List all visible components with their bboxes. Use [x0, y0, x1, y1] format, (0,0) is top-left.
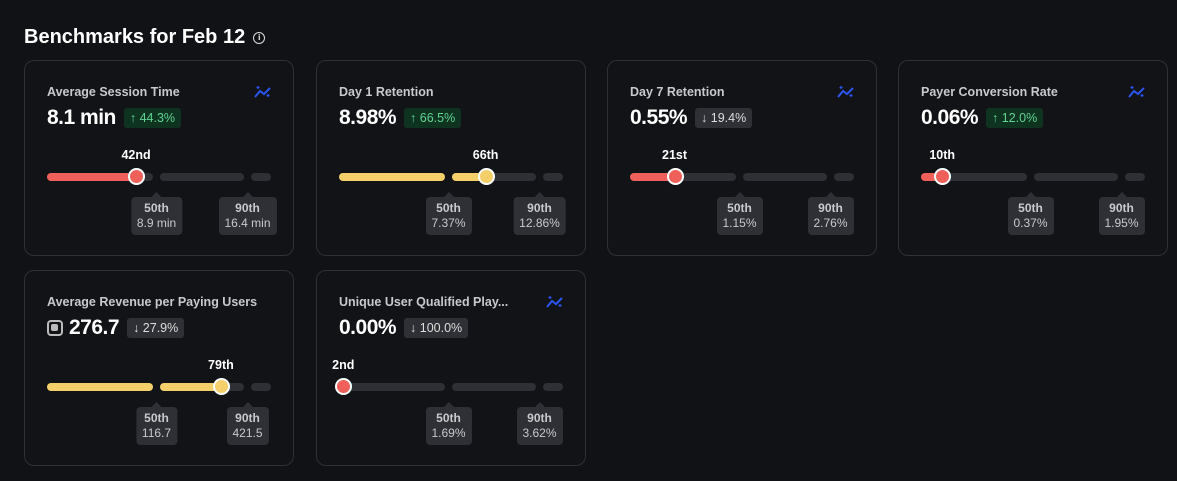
p50-tooltip: 50th 1.15%	[716, 192, 763, 235]
p50-tooltip: 50th 7.37%	[425, 192, 472, 235]
change-badge: ↑ 12.0%	[986, 108, 1044, 128]
p90-tooltip: 90th 3.62%	[516, 402, 563, 445]
metric-value: 0.00%	[339, 316, 397, 339]
p90-tooltip: 90th 2.76%	[807, 192, 854, 235]
bar-segment-90-100	[251, 383, 271, 391]
bar-segment-90-100	[251, 173, 271, 181]
bar-fill	[339, 173, 445, 181]
percentile-label: 42nd	[121, 148, 151, 162]
p90-value: 12.86%	[519, 216, 560, 230]
trend-sparkle-icon[interactable]	[546, 295, 564, 309]
p90-value: 421.5	[232, 426, 263, 440]
metric-value: 8.98%	[339, 106, 397, 129]
p50-label: 50th	[436, 201, 461, 215]
p90-label: 90th	[527, 201, 552, 215]
benchmark-card[interactable]: Average Session Time 8.1 min ↑ 44.3% 42n…	[24, 60, 294, 256]
p90-label: 90th	[235, 411, 260, 425]
benchmark-card[interactable]: Day 1 Retention 8.98% ↑ 66.5% 66th 50th 7…	[316, 60, 586, 256]
bar-fill	[921, 173, 943, 181]
p50-tooltip: 50th 8.9 min	[130, 192, 183, 235]
p90-tooltip: 90th 1.95%	[1098, 192, 1145, 235]
percentile-marker[interactable]	[477, 168, 495, 185]
metric-value: 0.55%	[630, 106, 688, 129]
bar-fill	[630, 173, 675, 181]
bar-segment-50-90	[743, 173, 827, 181]
bar-fill	[160, 383, 221, 391]
p90-value: 2.76%	[813, 216, 848, 230]
p50-label: 50th	[1018, 201, 1043, 215]
card-title: Average Revenue per Paying Users	[47, 295, 258, 309]
robux-icon	[47, 320, 63, 336]
p90-label: 90th	[235, 201, 260, 215]
percentile-label: 21st	[662, 148, 688, 162]
bar-segment-50-90	[160, 173, 244, 181]
bar-segment-50-90	[1034, 173, 1118, 181]
p90-value: 3.62%	[522, 426, 557, 440]
p50-label: 50th	[727, 201, 752, 215]
percentile-marker[interactable]	[335, 378, 353, 395]
p90-tooltip: 90th 16.4 min	[218, 192, 277, 235]
p50-tooltip: 50th 116.7	[135, 402, 178, 445]
percentile-marker[interactable]	[666, 168, 684, 185]
metric-value: 276.7	[69, 316, 120, 339]
p90-label: 90th	[818, 201, 843, 215]
trend-sparkle-icon[interactable]	[837, 85, 855, 99]
card-title: Unique User Qualified Play...	[339, 295, 509, 309]
bar-fill	[452, 173, 486, 181]
percentile-marker[interactable]	[212, 378, 230, 395]
p50-value: 1.15%	[722, 216, 757, 230]
p90-label: 90th	[527, 411, 552, 425]
bar-segment-90-100	[543, 173, 563, 181]
percentile-label: 10th	[929, 148, 956, 162]
bar-segment-0-50	[339, 383, 445, 391]
p90-value: 1.95%	[1104, 216, 1139, 230]
p50-label: 50th	[144, 201, 169, 215]
p50-value: 0.37%	[1013, 216, 1048, 230]
p50-tooltip: 50th 0.37%	[1007, 192, 1054, 235]
change-badge: ↓ 100.0%	[404, 318, 469, 338]
p50-label: 50th	[436, 411, 461, 425]
p50-tooltip: 50th 1.69%	[425, 402, 472, 445]
bar-segment-50-90	[452, 383, 536, 391]
page-title-text: Benchmarks for Feb 12	[24, 26, 246, 48]
benchmark-card[interactable]: Average Revenue per Paying Users 276.7 ↓…	[24, 270, 294, 466]
p90-value: 16.4 min	[224, 216, 271, 230]
p50-value: 1.69%	[431, 426, 466, 440]
change-badge: ↑ 44.3%	[123, 108, 182, 128]
p50-value: 8.9 min	[136, 216, 177, 230]
p90-tooltip: 90th 421.5	[226, 402, 269, 445]
trend-sparkle-icon[interactable]	[254, 85, 272, 99]
bar-segment-90-100	[543, 383, 563, 391]
percentile-label: 79th	[208, 358, 234, 372]
bar-segment-90-100	[834, 173, 854, 181]
benchmark-card[interactable]: Day 7 Retention 0.55% ↓ 19.4% 21st 50th 1…	[607, 60, 877, 256]
bar-segment-90-100	[1125, 173, 1145, 181]
info-icon[interactable]: i	[253, 31, 266, 44]
percentile-marker[interactable]	[934, 168, 952, 185]
change-badge: ↓ 27.9%	[127, 318, 185, 338]
trend-sparkle-icon[interactable]	[1128, 85, 1146, 99]
card-title: Payer Conversion Rate	[921, 85, 1058, 99]
card-title: Day 7 Retention	[630, 85, 725, 99]
percentile-label: 2nd	[332, 358, 355, 372]
bar-fill	[47, 383, 153, 391]
benchmark-card[interactable]: Unique User Qualified Play... 0.00% ↓ 10…	[316, 270, 586, 466]
percentile-label: 66th	[472, 148, 499, 162]
metric-value: 8.1 min	[47, 106, 116, 129]
p50-value: 7.37%	[431, 216, 466, 230]
card-title: Day 1 Retention	[339, 85, 434, 99]
p50-label: 50th	[144, 411, 169, 425]
bar-segment-0-50	[921, 173, 1027, 181]
bar-fill	[47, 173, 137, 181]
card-title: Average Session Time	[47, 85, 180, 99]
change-badge: ↑ 66.5%	[404, 108, 462, 128]
p90-tooltip: 90th 12.86%	[513, 192, 566, 235]
p50-value: 116.7	[141, 426, 172, 440]
metric-value: 0.06%	[921, 106, 979, 129]
change-badge: ↓ 19.4%	[695, 108, 753, 128]
percentile-marker[interactable]	[128, 168, 146, 185]
p90-label: 90th	[1109, 201, 1134, 215]
benchmark-card[interactable]: Payer Conversion Rate 0.06% ↑ 12.0% 10th…	[898, 60, 1168, 256]
page-title: Benchmarks for Feb 12 i	[24, 26, 266, 49]
